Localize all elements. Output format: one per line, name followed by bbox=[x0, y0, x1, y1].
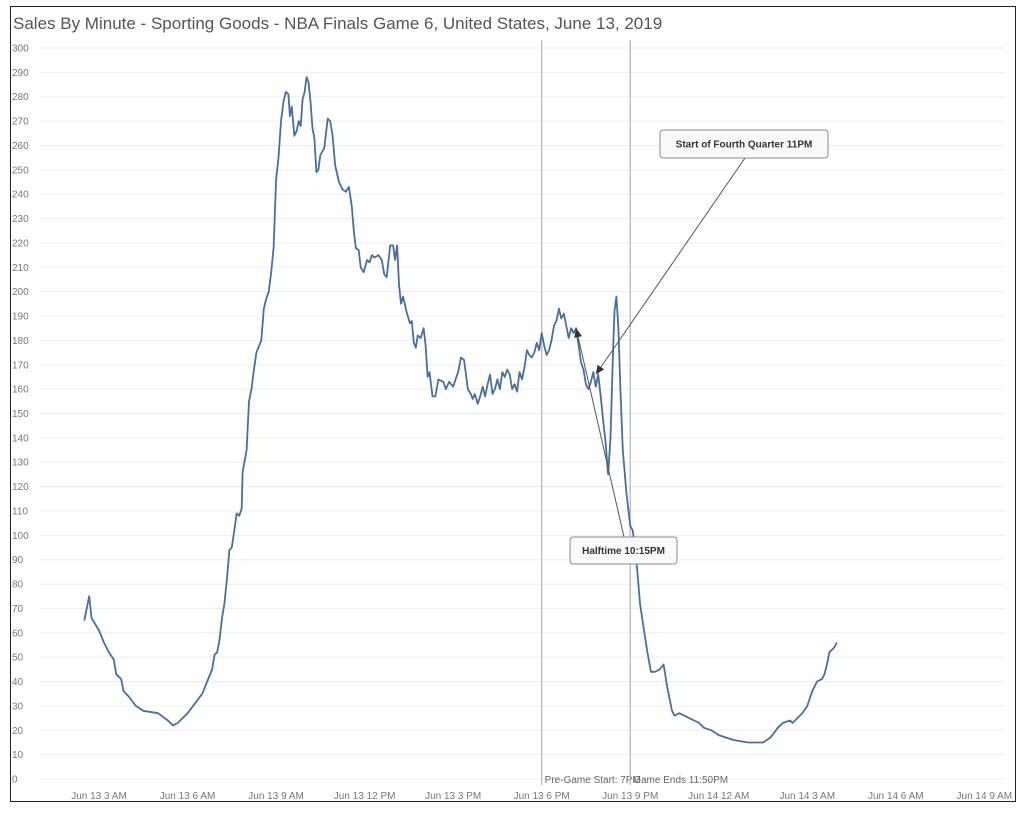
y-tick-label: 80 bbox=[12, 580, 24, 591]
x-tick-label: Jun 13 9 AM bbox=[248, 791, 304, 802]
y-tick-label: 140 bbox=[12, 433, 29, 444]
y-tick-label: 190 bbox=[12, 312, 29, 323]
y-tick-label: 300 bbox=[12, 44, 29, 55]
y-tick-label: 270 bbox=[12, 117, 29, 128]
y-tick-label: 280 bbox=[12, 92, 29, 103]
y-tick-label: 150 bbox=[12, 409, 29, 420]
annotation-box bbox=[569, 536, 678, 565]
y-tick-label: 100 bbox=[12, 531, 29, 542]
chart-title: Sales By Minute - Sporting Goods - NBA F… bbox=[13, 14, 663, 33]
y-tick-label: 0 bbox=[12, 775, 18, 786]
y-tick-label: 110 bbox=[12, 506, 28, 517]
reference-line-label: Pre-Game Start: 7PM bbox=[545, 775, 641, 786]
x-tick-label: Jun 13 6 PM bbox=[514, 791, 570, 802]
y-tick-label: 240 bbox=[12, 190, 29, 201]
y-tick-label: 70 bbox=[12, 604, 24, 615]
y-tick-label: 180 bbox=[12, 336, 29, 347]
y-tick-label: 120 bbox=[12, 482, 29, 493]
x-tick-label: Jun 14 12 AM bbox=[688, 791, 749, 802]
series-line bbox=[83, 76, 838, 744]
y-tick-label: 200 bbox=[12, 287, 29, 298]
y-tick-label: 210 bbox=[12, 263, 29, 274]
x-tick-label: Jun 13 9 PM bbox=[602, 791, 658, 802]
y-tick-label: 30 bbox=[12, 701, 24, 712]
annotation-arrowhead bbox=[595, 364, 605, 375]
x-tick-label: Jun 14 9 AM bbox=[957, 791, 1013, 802]
x-tick-label: Jun 13 3 AM bbox=[71, 791, 127, 802]
reference-line-label: Game Ends 11:50PM bbox=[633, 775, 728, 786]
chart-frame bbox=[10, 6, 1016, 802]
y-tick-label: 260 bbox=[12, 141, 29, 152]
y-tick-label: 60 bbox=[12, 628, 24, 639]
annotation-arrow bbox=[600, 157, 746, 368]
x-tick-label: Jun 13 12 PM bbox=[334, 791, 396, 802]
y-tick-label: 10 bbox=[12, 750, 24, 761]
y-tick-label: 90 bbox=[12, 555, 24, 566]
annotation-box bbox=[659, 129, 829, 159]
annotation-label: Start of Fourth Quarter 11PM bbox=[676, 140, 813, 151]
x-tick-label: Jun 13 6 AM bbox=[160, 791, 216, 802]
y-tick-label: 160 bbox=[12, 385, 29, 396]
annotation-arrow bbox=[577, 336, 625, 538]
x-tick-label: Jun 14 3 AM bbox=[779, 791, 835, 802]
annotation-label: Halftime 10:15PM bbox=[582, 546, 665, 557]
y-tick-label: 50 bbox=[12, 653, 24, 664]
x-tick-label: Jun 13 3 PM bbox=[425, 791, 481, 802]
y-tick-label: 130 bbox=[12, 458, 29, 469]
y-tick-label: 250 bbox=[12, 165, 29, 176]
y-tick-label: 170 bbox=[12, 360, 29, 371]
y-tick-label: 290 bbox=[12, 68, 29, 79]
y-tick-label: 40 bbox=[12, 677, 24, 688]
y-tick-label: 20 bbox=[12, 726, 24, 737]
annotation-arrowhead bbox=[574, 328, 583, 338]
x-tick-label: Jun 14 6 AM bbox=[868, 791, 924, 802]
y-tick-label: 230 bbox=[12, 214, 29, 225]
y-tick-label: 220 bbox=[12, 238, 29, 249]
